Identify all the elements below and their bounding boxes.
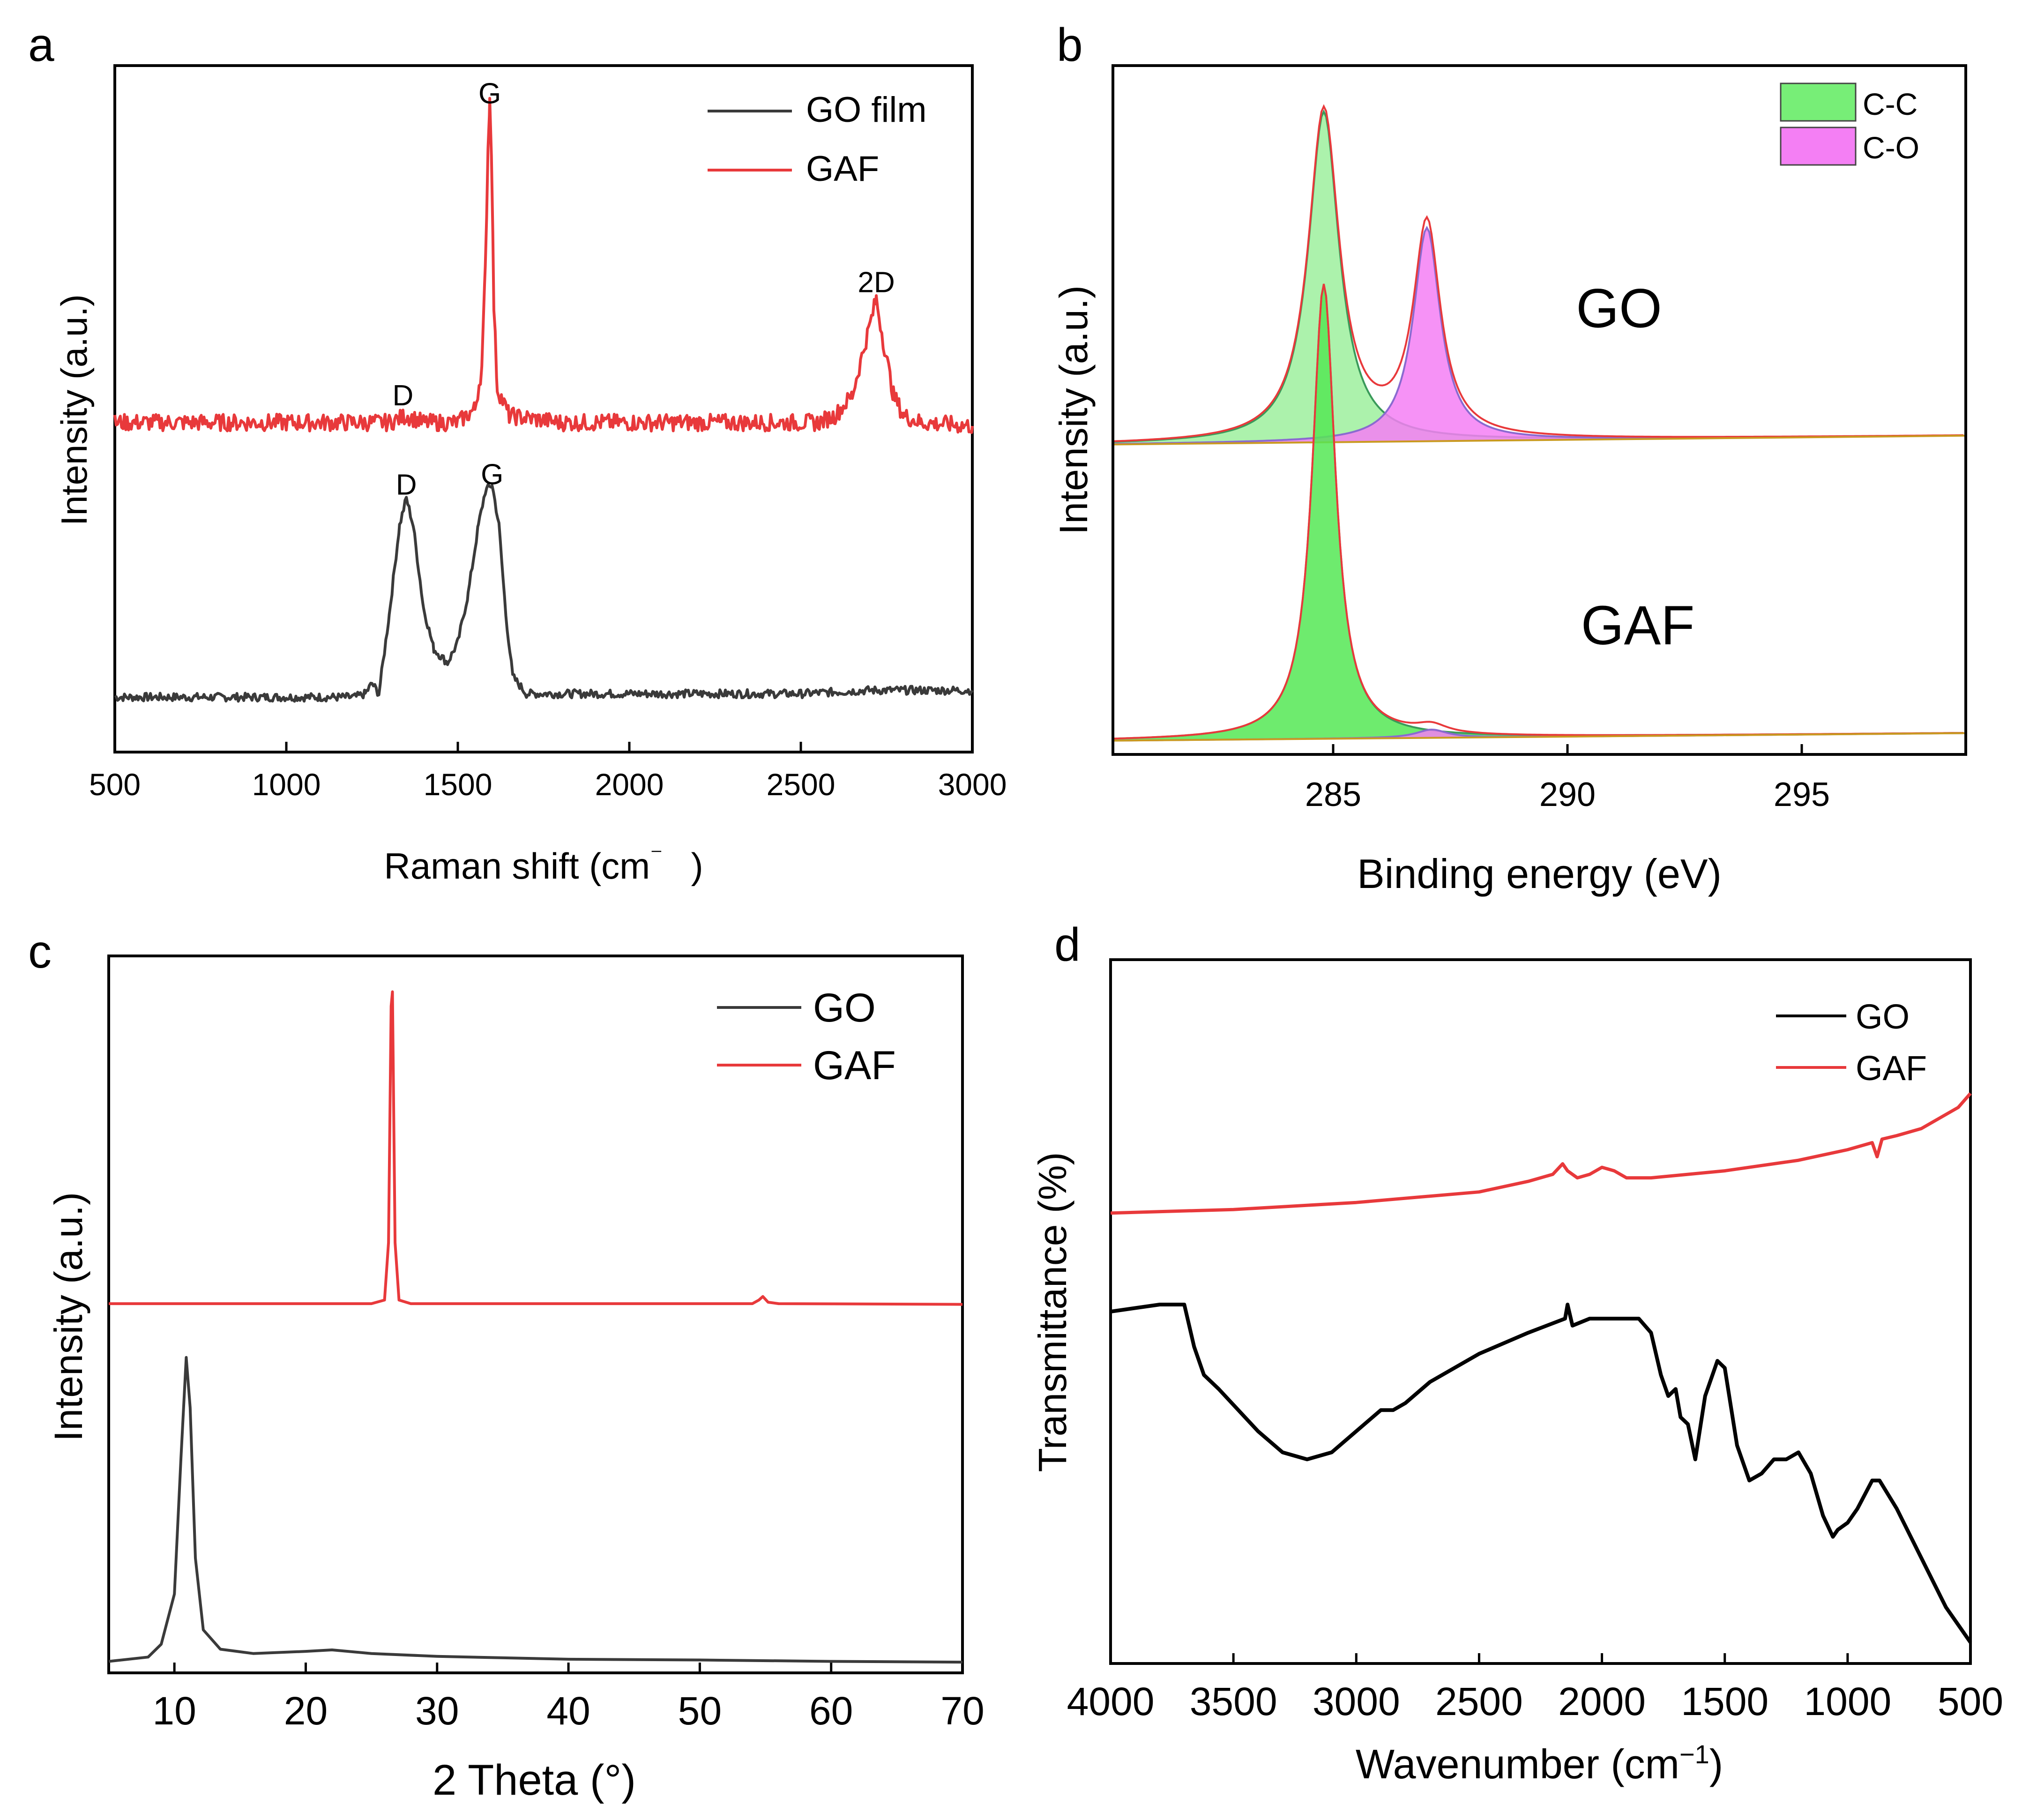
x-tick-label-d: 3000 [1313, 1679, 1400, 1723]
x-tick-label-c: 30 [415, 1689, 459, 1733]
legend-swatch-c-o [1780, 127, 1857, 166]
plot-frame-a [113, 64, 974, 753]
x-tick-label-d: 3500 [1190, 1679, 1277, 1723]
x-tick-label-d: 1500 [1681, 1679, 1768, 1723]
peak-label: G [478, 78, 501, 110]
x-tick-label-b: 285 [1305, 776, 1361, 813]
legend-label-go-film: GO film [806, 90, 927, 130]
series-line-go [1110, 1303, 1972, 1644]
x-axis-label-a-sup: ⁻ [650, 842, 663, 869]
legend-label-c-c: C-C [1863, 87, 1918, 121]
envelope-gaf [1112, 283, 1963, 740]
legend-label-c-o: C-O [1863, 130, 1919, 165]
panel-letter-b: b [1057, 19, 1083, 71]
x-tick-label-b: 290 [1539, 776, 1596, 813]
series-line-gaf [1110, 1092, 1972, 1215]
x-tick-label-a: 2000 [595, 767, 664, 802]
fit-area-c-o-go [1113, 227, 1966, 445]
peak-label: D [396, 469, 417, 501]
x-tick-label-c: 50 [678, 1689, 722, 1733]
x-tick-label-a: 500 [89, 767, 141, 802]
fit-line-c-o-go [1112, 225, 1963, 445]
legend-swatch-c-c [1780, 82, 1857, 122]
plot-frame-b [1112, 64, 1967, 756]
series-line-gaf [109, 990, 963, 1306]
panel-c: c 10 20 30 40 50 60 70 GO GAF 2 Theta (°) Inte… [28, 925, 985, 1804]
legend-label-gaf: GAF [806, 149, 879, 189]
legend-b: C-C C-O [1780, 82, 1919, 166]
panel-d: d 4000 3500 3000 2500 2000 1500 1000 500 GO GAF… [1030, 918, 2003, 1787]
plot-frame-d [1109, 958, 1972, 1665]
x-axis-label-d-main: Wavenumber (cm [1356, 1741, 1679, 1787]
legend-d: GO GAF [1776, 997, 1927, 1088]
baseline-go [1112, 434, 1966, 446]
panel-letter-a: a [28, 19, 54, 71]
panel-b: b 285 290 295 GO GAF C-C C-O Binding energy… [1052, 19, 1967, 897]
legend-label-gaf: GAF [813, 1043, 896, 1088]
panel-letter-c: c [28, 925, 52, 978]
legend-c: GO GAF [717, 985, 896, 1088]
y-axis-label-b: Intensity (a.u.) [1052, 285, 1096, 535]
peak-label: D [392, 380, 413, 412]
x-tick-label-d: 2000 [1558, 1679, 1646, 1723]
y-axis-label-d: Transmittance (%) [1030, 1152, 1074, 1472]
x-axis-label-c: 2 Theta (°) [433, 1756, 636, 1804]
series-line-go [108, 1356, 963, 1664]
x-tick-label-a: 1500 [424, 767, 492, 802]
y-axis-label-a: Intensity (a.u.) [53, 294, 95, 526]
x-axis-label-a-close: ) [691, 845, 703, 887]
x-axis-label-a-main: Raman shift (cm [384, 845, 650, 887]
x-tick-label-c: 60 [809, 1689, 853, 1733]
sample-label-gaf: GAF [1581, 595, 1695, 656]
series-line-gaf [113, 97, 974, 434]
x-tick-label-d: 4000 [1067, 1679, 1155, 1723]
plot-frame-c [107, 955, 964, 1674]
sample-label-go: GO [1576, 278, 1662, 340]
legend-label-gaf: GAF [1856, 1049, 1927, 1088]
fit-area-c-c-gaf [1113, 284, 1966, 741]
legend-label-go: GO [1856, 997, 1910, 1036]
x-tick-label-c: 20 [284, 1689, 328, 1733]
x-axis-label-a: Raman shift (cm⁻) [384, 842, 703, 887]
x-axis-label-d-close: ) [1709, 1741, 1723, 1787]
panel-letter-d: d [1054, 918, 1081, 971]
x-tick-label-a: 3000 [938, 767, 1007, 802]
x-tick-label-d: 2500 [1435, 1679, 1523, 1723]
baseline-gaf [1112, 732, 1966, 742]
x-tick-label-a: 2500 [767, 767, 836, 802]
y-axis-label-c: Intensity (a.u.) [46, 1192, 90, 1441]
x-tick-label-d: 500 [1938, 1679, 2003, 1723]
panel-a: a 500 1000 1500 2000 2500 3000 G 2D D D G GO film… [28, 19, 1007, 887]
legend-a: GO film GAF [708, 90, 927, 189]
x-tick-label-d: 1000 [1804, 1679, 1891, 1723]
x-tick-label-a: 1000 [252, 767, 321, 802]
x-axis-label-d-sup: −1 [1679, 1739, 1709, 1769]
x-tick-label-c: 70 [940, 1689, 984, 1733]
x-tick-label-c: 40 [546, 1689, 590, 1733]
peak-label: G [481, 459, 503, 491]
fit-line-c-c-gaf [1112, 284, 1964, 740]
peak-label: 2D [858, 266, 895, 298]
legend-label-go: GO [813, 985, 876, 1030]
x-axis-label-b: Binding energy (eV) [1357, 850, 1722, 897]
x-tick-label-c: 10 [152, 1689, 196, 1733]
series-line-go-film [114, 483, 974, 703]
x-axis-label-d: Wavenumber (cm−1) [1356, 1739, 1723, 1787]
x-tick-label-b: 295 [1774, 776, 1830, 813]
